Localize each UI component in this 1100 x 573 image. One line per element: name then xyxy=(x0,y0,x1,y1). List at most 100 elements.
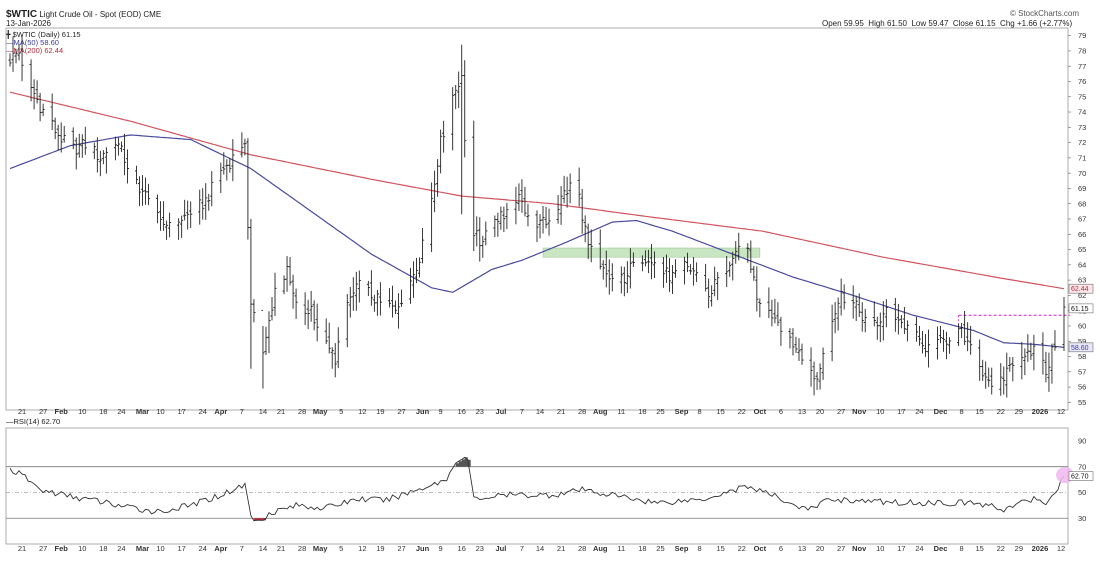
rsi-x-tick-label: Nov xyxy=(852,544,867,553)
rsi-x-tick-label: 18 xyxy=(99,544,107,553)
rsi-x-tick-label: 10 xyxy=(876,544,884,553)
brand-logo: © StockCharts.com xyxy=(1010,9,1080,18)
rsi-x-tick-label: 15 xyxy=(717,544,725,553)
legend-ma50: —MA(50) 58.60 xyxy=(6,38,59,47)
rsi-x-tick-label: 17 xyxy=(897,544,905,553)
price-tick-label: 67 xyxy=(1078,215,1086,224)
rsi-last-label-box xyxy=(1068,471,1094,481)
rsi-x-tick-label: 15 xyxy=(976,544,984,553)
rsi-x-tick-label: 8 xyxy=(960,544,964,553)
close-last-label-box xyxy=(1068,303,1094,314)
price-tick-label: 62 xyxy=(1078,291,1086,300)
rsi-x-tick-label: 9 xyxy=(439,544,443,553)
symbol: $WTIC xyxy=(6,9,38,20)
ma50-last-label: 58.60 xyxy=(1071,345,1089,352)
price-tick-label: 59 xyxy=(1078,337,1086,346)
price-tick-label: 72 xyxy=(1078,138,1086,147)
rsi-x-tick-label: 14 xyxy=(259,544,267,553)
change-value: +1.66 (+2.77%) xyxy=(1016,19,1073,28)
rsi-x-tick-label: Sep xyxy=(675,544,689,553)
price-tick-label: 70 xyxy=(1078,169,1086,178)
rsi-x-tick-label: 21 xyxy=(557,544,565,553)
instrument-name: Light Crude Oil - Spot (EOD) xyxy=(39,10,142,19)
x-tick-label: Nov xyxy=(852,407,867,416)
rsi-x-tick-label: 2026 xyxy=(1032,544,1049,553)
price-tick-label: 68 xyxy=(1078,199,1086,208)
rsi-x-tick-label: 10 xyxy=(156,544,164,553)
rsi-x-tick-label: 21 xyxy=(18,544,26,553)
price-tick-label: 57 xyxy=(1078,367,1086,376)
rsi-x-tick-label: 17 xyxy=(177,544,185,553)
rsi-x-tick-label: 11 xyxy=(617,544,625,553)
price-tick-label: 77 xyxy=(1078,62,1086,71)
rsi-x-tick-label: Aug xyxy=(593,544,608,553)
price-tick-label: 71 xyxy=(1078,153,1086,162)
price-tick-label: 74 xyxy=(1078,108,1086,117)
rsi-x-tick-label: 23 xyxy=(476,544,484,553)
rsi-x-tick-label: 20 xyxy=(816,544,824,553)
price-tick-label: 79 xyxy=(1078,31,1086,40)
rsi-x-tick-label: 24 xyxy=(199,544,207,553)
rsi-x-tick-label: 24 xyxy=(117,544,125,553)
close-value: 61.15 xyxy=(975,19,996,28)
rsi-x-tick-label: 7 xyxy=(520,544,524,553)
rsi-last-label: 62.70 xyxy=(1071,474,1089,481)
rsi-x-tick-label: 8 xyxy=(698,544,702,553)
rsi-x-tick-label: 12 xyxy=(358,544,366,553)
ma50-line xyxy=(9,134,1065,348)
rsi-x-tick-label: 14 xyxy=(536,544,544,553)
rsi-x-tick-label: 28 xyxy=(298,544,306,553)
rsi-x-tick-label: Feb xyxy=(55,544,69,553)
rsi-x-tick-label: 18 xyxy=(638,544,646,553)
rsi-x-tick-label: Jun xyxy=(416,544,430,553)
rsi-x-tick-label: Oct xyxy=(754,544,767,553)
close-last-label: 61.15 xyxy=(1071,306,1089,313)
rsi-x-tick-label: Mar xyxy=(136,544,149,553)
rsi-x-tick-label: 21 xyxy=(277,544,285,553)
rsi-tick-label: 30 xyxy=(1078,514,1086,523)
ma200-last-label: 62.44 xyxy=(1071,286,1089,293)
price-tick-label: 58 xyxy=(1078,352,1086,361)
rsi-x-tick-label: Apr xyxy=(214,544,227,553)
price-tick-label: 56 xyxy=(1078,383,1086,392)
rsi-panel-frame xyxy=(5,427,1069,545)
rsi-x-tick-label: 27 xyxy=(837,544,845,553)
price-tick-label: 55 xyxy=(1078,398,1086,407)
rsi-x-tick-label: 16 xyxy=(458,544,466,553)
rsi-x-tick-label: 10 xyxy=(78,544,86,553)
rsi-x-tick-label: 28 xyxy=(578,544,586,553)
price-tick-label: 75 xyxy=(1078,92,1086,101)
legend-price: ╋ $WTIC (Daily) 61.15 xyxy=(6,30,81,39)
rsi-x-tick-label: May xyxy=(313,544,328,553)
rsi-tick-label: 50 xyxy=(1078,488,1086,497)
price-tick-label: 64 xyxy=(1078,260,1086,269)
rsi-x-tick-label: 27 xyxy=(397,544,405,553)
rsi-x-tick-label: 13 xyxy=(798,544,806,553)
price-tick-label: 76 xyxy=(1078,77,1086,86)
open-value: 59.95 xyxy=(843,19,864,28)
rsi-x-tick-label: 5 xyxy=(339,544,343,553)
legend-rsi: —RSI(14) 62.70 xyxy=(6,417,61,426)
rsi-x-tick-label: 7 xyxy=(240,544,244,553)
x-tick-label: May xyxy=(313,407,328,416)
rsi-tick-label: 70 xyxy=(1078,462,1086,471)
ma50-last-label-box xyxy=(1068,342,1094,353)
rsi-tick-label: 90 xyxy=(1078,436,1086,445)
rsi-line xyxy=(9,456,1065,522)
rsi-x-tick-label: 29 xyxy=(1015,544,1023,553)
ma200-line xyxy=(9,91,1065,290)
price-tick-label: 60 xyxy=(1078,322,1086,331)
rsi-x-tick-label: 12 xyxy=(1057,544,1065,553)
ma200-last-label-box xyxy=(1068,283,1094,294)
rsi-x-tick-label: Dec xyxy=(934,544,948,553)
ohlc-readout: Open 59.95 High 61.50 Low 59.47 Close 61… xyxy=(822,19,1073,28)
chart-date: 13-Jan-2026 xyxy=(6,19,51,28)
rsi-x-tick-label: 24 xyxy=(915,544,923,553)
rsi-x-tick-label: Jul xyxy=(495,544,506,553)
chart-title: $WTIC Light Crude Oil - Spot (EOD) CME xyxy=(6,9,161,20)
legend-ma200: —MA(200) 62.44 xyxy=(6,46,64,55)
exchange: CME xyxy=(143,10,162,19)
high-value: 61.50 xyxy=(886,19,908,28)
price-tick-label: 78 xyxy=(1078,47,1086,56)
